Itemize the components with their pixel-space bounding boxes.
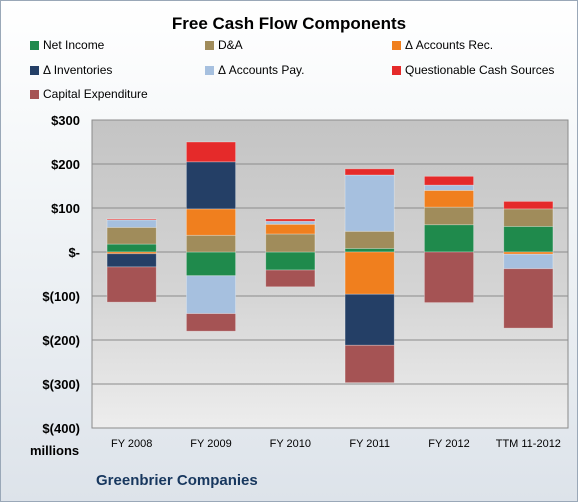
legend-swatch [392,66,401,75]
bar-segment [344,344,395,384]
bar-segment [265,220,316,225]
bar-segment [503,268,554,329]
bar-segment [265,218,316,222]
y-tick-label: $(300) [42,377,80,392]
y-tick-label: $- [68,245,80,260]
bar-segment [106,219,157,228]
bar-segment [186,313,236,332]
y-tick-label: $300 [51,113,80,128]
legend-item: D&A [205,38,243,52]
plot-background [91,119,569,429]
bar-segment [186,208,236,236]
legend-label: Δ Accounts Rec. [405,38,494,52]
bar-segment [424,189,474,208]
legend-item: Capital Expenditure [30,87,148,101]
bar-segment [186,275,236,315]
bar-segment [344,174,395,232]
bar-segment [344,251,395,295]
legend-swatch [30,66,39,75]
legend-swatch [205,66,214,75]
legend-item: Net Income [30,38,104,52]
legend-label: Net Income [43,38,105,52]
chart-title: Free Cash Flow Components [171,14,407,33]
y-tick-label: $(400) [42,421,80,436]
legend-item: Δ Accounts Rec. [392,38,493,52]
bar-segment [106,266,157,303]
bar-segment [503,208,554,227]
legend-label: Questionable Cash Sources [405,63,555,77]
bar-segment [106,218,157,221]
legend-swatch [30,41,39,50]
bar-segment [265,233,316,253]
legend-swatch [392,41,401,50]
bar-segment [344,168,395,176]
bar-segment [503,253,554,270]
bar-segment [186,161,236,210]
legend-label: Δ Inventories [43,63,113,77]
bar-segment [503,200,554,210]
bar-segment [106,226,157,245]
bar-segment [186,141,236,163]
x-tick-label: FY 2011 [349,438,390,450]
legend-label: Δ Accounts Pay. [218,63,305,77]
x-tick-label: FY 2012 [428,438,469,450]
x-tick-label: FY 2010 [270,438,311,450]
bar-segment [424,251,474,303]
bar-segment [344,248,395,253]
units-label: millions [30,443,80,458]
bar-segment [265,251,316,271]
bar-segment [344,230,395,249]
legend-swatch [30,90,39,99]
bar-segment [424,206,474,226]
y-tick-label: $200 [51,157,80,172]
x-tick-label: TTM 11-2012 [496,438,561,450]
company-caption: Greenbrier Companies [96,472,258,489]
legend-item: Questionable Cash Sources [392,63,554,77]
y-tick-label: $(100) [42,289,80,304]
bar-segment [106,243,157,253]
y-tick-label: $100 [51,201,80,216]
x-tick-label: FY 2008 [111,438,152,450]
bar-segment [344,293,395,346]
bar-segment [503,226,554,253]
bar-segment [424,175,474,186]
bar-segment [186,234,236,253]
bar-segment [265,223,316,235]
legend-swatch [205,41,214,50]
legend-label: D&A [218,38,243,52]
legend-item: Δ Inventories [30,63,112,77]
x-tick-label: FY 2009 [190,438,231,450]
bar-segment [424,224,474,253]
legend-label: Capital Expenditure [43,87,148,101]
bar-segment [424,184,474,191]
bar-segment [186,251,236,277]
bar-segment [265,269,316,288]
bar-segment [106,253,157,268]
y-tick-label: $(200) [42,333,80,348]
legend-item: Δ Accounts Pay. [205,63,305,77]
